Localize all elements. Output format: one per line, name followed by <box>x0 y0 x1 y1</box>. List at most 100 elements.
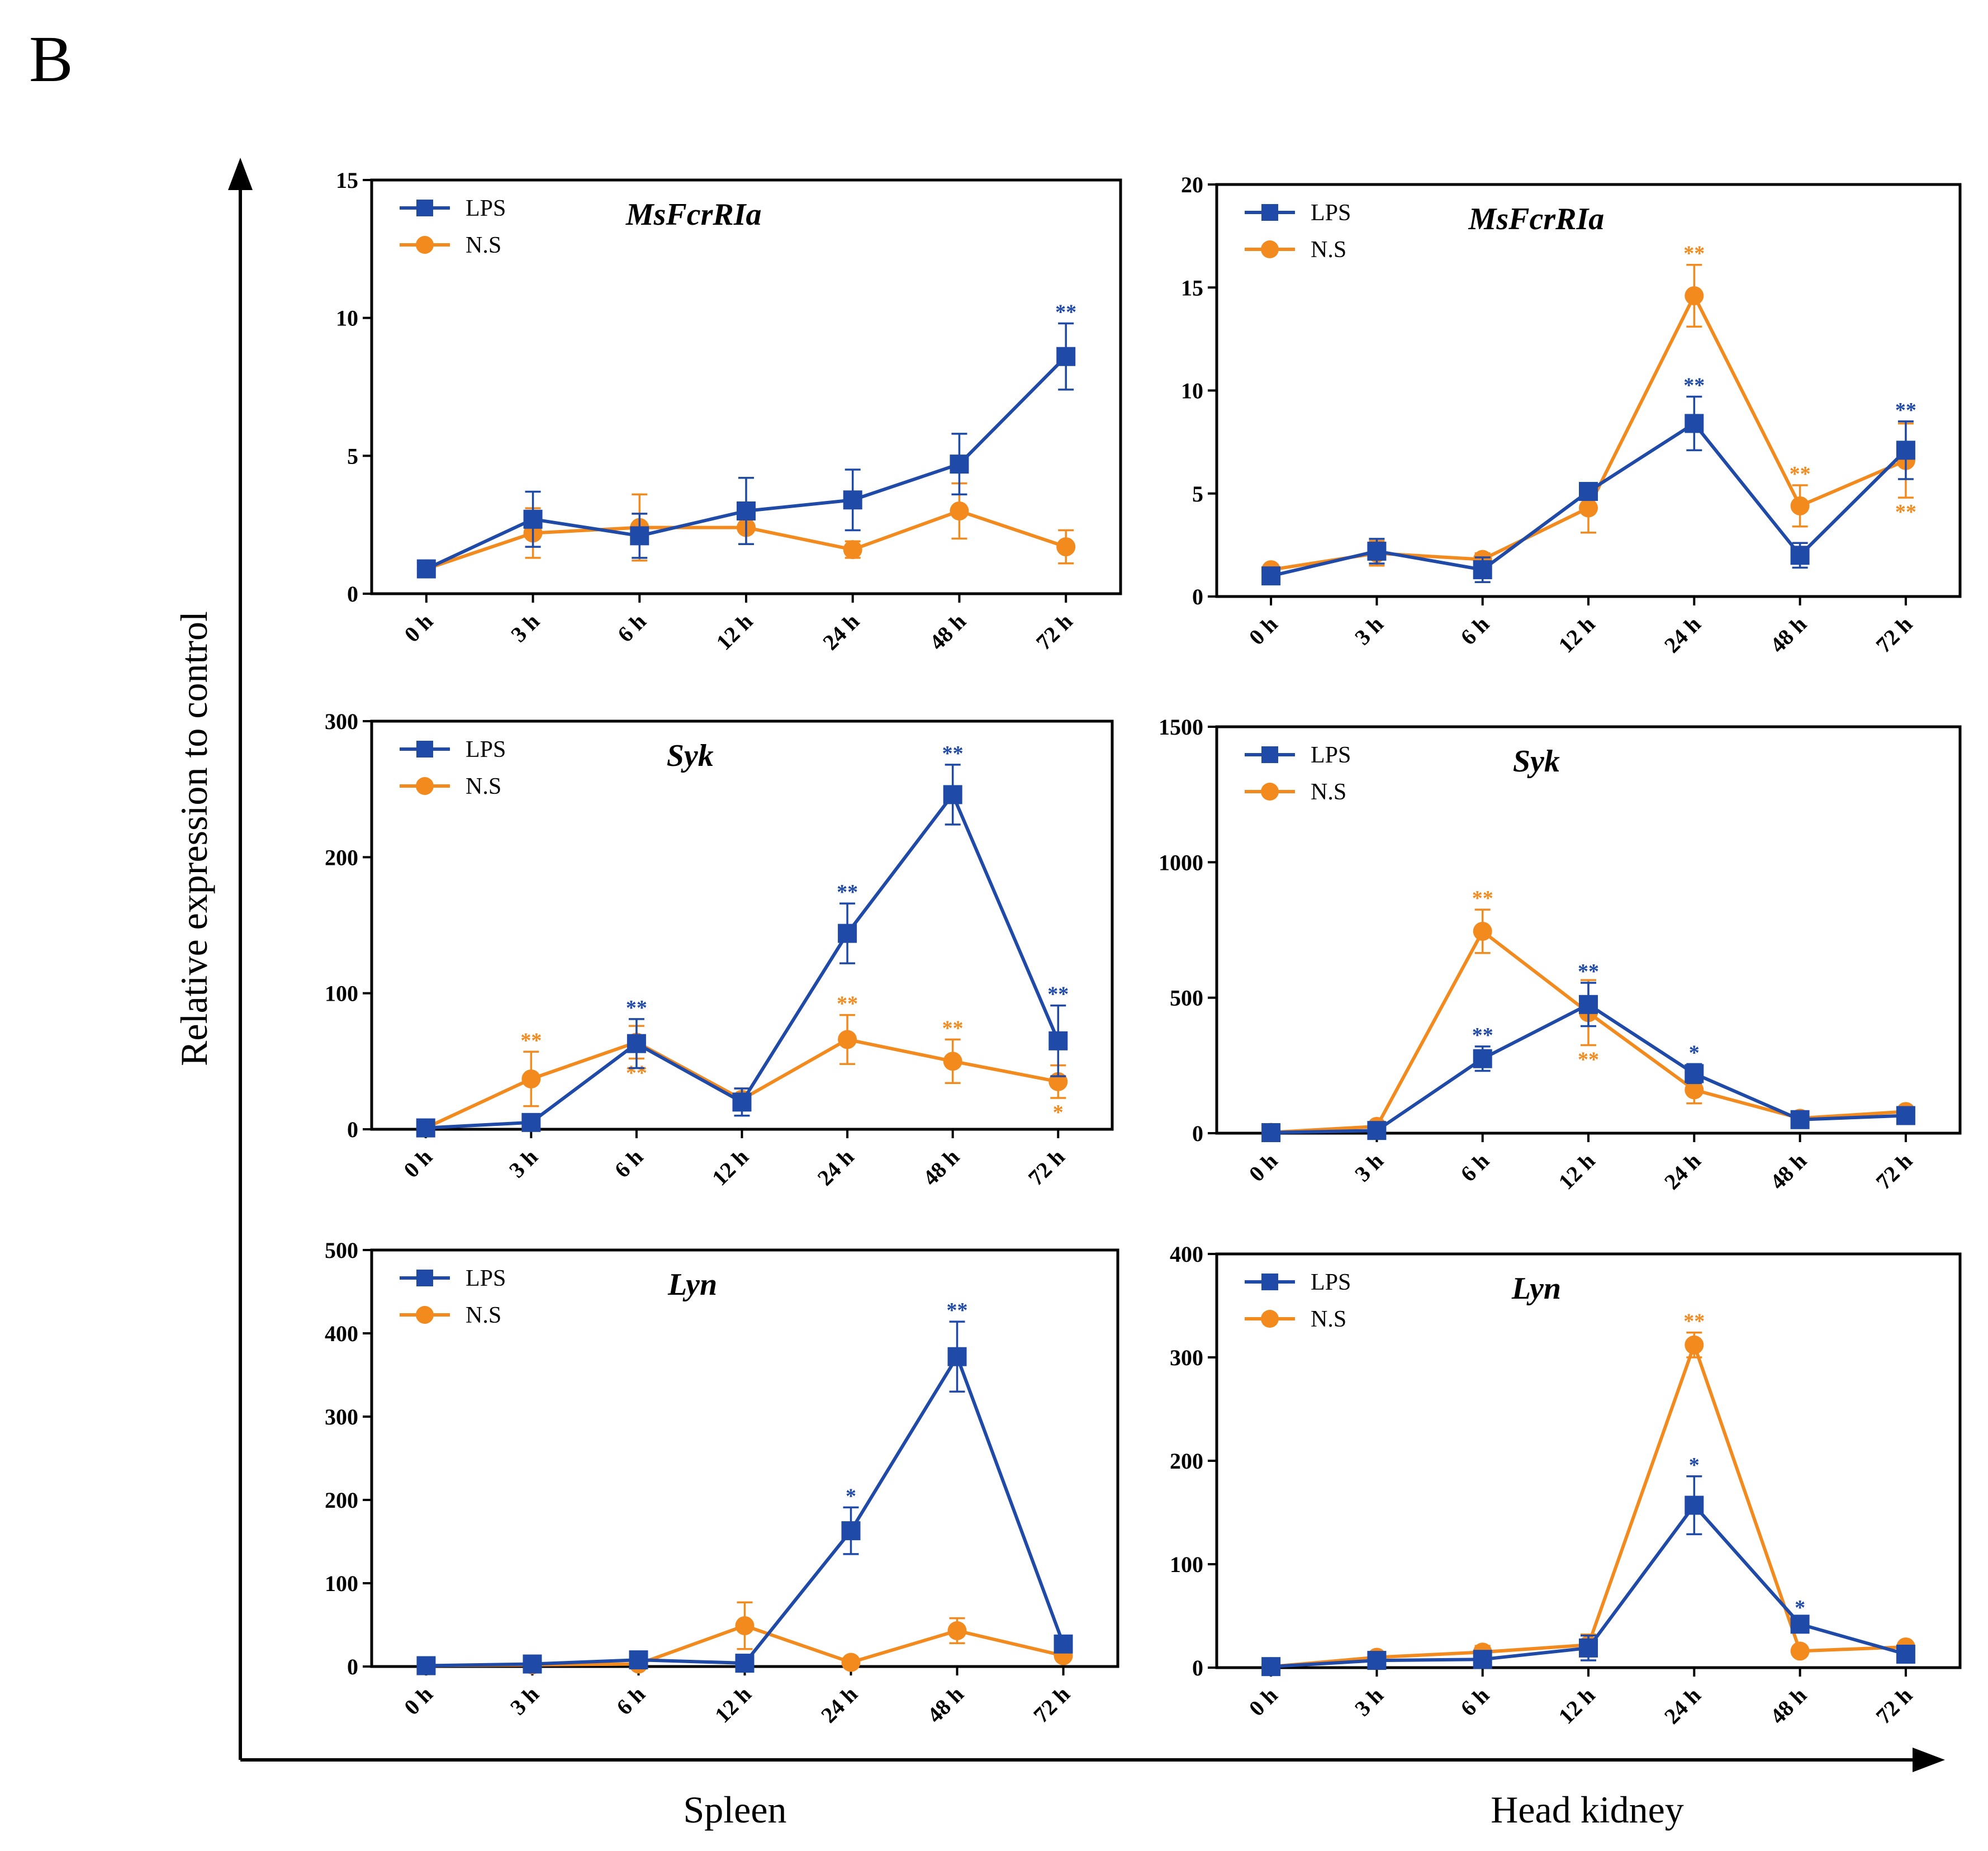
x-tick-label: 72 h <box>1871 1148 1917 1195</box>
y-tick-label: 15 <box>336 168 358 193</box>
x-tick-label: 6 h <box>611 1682 650 1720</box>
data-point-lps <box>630 526 649 546</box>
significance-mark: ** <box>1472 887 1493 910</box>
data-point-lps <box>1685 1495 1704 1515</box>
x-tick-label: 48 h <box>1765 1683 1811 1729</box>
legend-label: LPS <box>466 1266 506 1291</box>
x-tick-label: 12 h <box>1553 1148 1600 1195</box>
data-point-lps <box>523 1654 542 1674</box>
data-point-ns <box>843 540 862 560</box>
x-group-label-head-kidney: Head kidney <box>1491 1788 1684 1831</box>
y-axis-label: Relative expression to control <box>173 611 215 1066</box>
significance-mark: ** <box>942 742 964 765</box>
x-tick-label: 72 h <box>1028 1682 1075 1728</box>
data-point-lps <box>943 785 962 804</box>
data-point-lps <box>523 509 543 529</box>
significance-mark: ** <box>947 1299 968 1322</box>
legend-label: N.S <box>1311 779 1346 805</box>
y-tick-label: 300 <box>1170 1345 1203 1370</box>
legend-label: N.S <box>1311 237 1346 263</box>
x-tick-label: 6 h <box>613 609 651 647</box>
significance-mark: ** <box>520 1029 542 1052</box>
chart-panel-0: 0 5 10 15 0 h 3 h 6 h 12 h 24 h 48 h 72 h MsFcrRIa L… <box>336 168 1122 655</box>
data-point-lps <box>1367 1651 1387 1670</box>
data-point-lps <box>950 455 969 474</box>
data-point-lps <box>737 501 756 520</box>
data-point-ns <box>838 1030 857 1049</box>
data-point-ns <box>1579 498 1598 518</box>
significance-mark: ** <box>1683 374 1705 397</box>
x-tick-label: 0 h <box>399 1682 438 1720</box>
data-point-ns <box>1790 496 1810 515</box>
data-point-lps <box>1048 1031 1068 1050</box>
x-tick-label: 3 h <box>1350 1148 1388 1187</box>
data-point-lps <box>1261 1657 1281 1677</box>
data-point-ns <box>950 501 969 520</box>
chart-title: MsFcrRIa <box>1468 202 1605 236</box>
chart-panel-4: 0 100 200 300 400 500 0 h 3 h 6 h 12 h 24 h 48 h 72 … <box>325 1238 1119 1728</box>
data-point-lps <box>416 1656 436 1675</box>
y-tick-label: 500 <box>1170 986 1203 1011</box>
data-point-lps <box>416 559 436 579</box>
significance-mark: ** <box>1683 1310 1705 1333</box>
significance-mark: ** <box>1472 1024 1493 1047</box>
significance-mark: * <box>1689 1041 1700 1064</box>
y-tick-label: 0 <box>347 581 358 607</box>
y-tick-label: 200 <box>325 845 358 870</box>
x-tick-label: 24 h <box>818 609 864 655</box>
legend-label: N.S <box>466 1303 501 1328</box>
data-point-ns <box>1790 1641 1810 1661</box>
x-tick-label: 3 h <box>506 609 544 647</box>
x-tick-label: 3 h <box>1350 612 1388 650</box>
x-tick-label: 0 h <box>1244 1148 1283 1187</box>
x-tick-label: 12 h <box>710 1682 756 1728</box>
data-point-lps <box>1579 1638 1598 1658</box>
data-point-lps <box>1790 1110 1810 1129</box>
legend-label: N.S <box>466 774 501 799</box>
legend-label: N.S <box>466 233 501 258</box>
series-line-ns <box>1270 1343 1906 1669</box>
data-point-lps <box>1685 1064 1704 1083</box>
y-tick-label: 0 <box>1192 1121 1203 1146</box>
x-tick-label: 72 h <box>1023 1144 1070 1191</box>
x-tick-label: 3 h <box>505 1682 544 1720</box>
y-tick-label: 5 <box>347 443 358 468</box>
x-tick-label: 6 h <box>610 1144 648 1183</box>
x-tick-label: 0 h <box>398 1144 437 1183</box>
y-tick-label: 5 <box>1192 481 1203 506</box>
data-point-ns <box>1056 537 1076 557</box>
x-tick-label: 12 h <box>707 1144 753 1191</box>
significance-mark: ** <box>1683 242 1705 266</box>
outer-axes <box>228 158 1945 1772</box>
chart-panels: 0 5 10 15 0 h 3 h 6 h 12 h 24 h 48 h 72 h MsFcrRIa L… <box>325 168 1962 1729</box>
y-tick-label: 20 <box>1181 172 1203 197</box>
legend-marker-circle <box>416 777 434 795</box>
significance-mark: * <box>1053 1101 1064 1124</box>
data-point-ns <box>1473 921 1492 941</box>
y-tick-label: 1000 <box>1159 850 1203 875</box>
x-tick-label: 48 h <box>1765 1148 1811 1195</box>
significance-mark: ** <box>837 992 858 1016</box>
x-tick-label: 12 h <box>711 609 757 655</box>
legend-marker-square <box>1261 1274 1278 1290</box>
significance-mark: ** <box>1895 500 1916 524</box>
y-tick-label: 300 <box>325 1404 358 1429</box>
chart-panel-1: 0 5 10 15 20 0 h 3 h 6 h 12 h 24 h 48 h 72 h MsFcrRI… <box>1181 172 1962 657</box>
x-tick-label: 24 h <box>816 1682 862 1728</box>
data-point-ns <box>947 1621 967 1640</box>
significance-mark: ** <box>942 1016 964 1040</box>
y-tick-label: 10 <box>336 306 358 331</box>
significance-mark: ** <box>837 880 858 904</box>
significance-mark: ** <box>1578 960 1599 983</box>
data-point-ns <box>735 1616 755 1635</box>
data-point-lps <box>1367 541 1387 561</box>
chart-title: Syk <box>667 738 714 773</box>
chart-panel-3: 0 500 1000 1500 0 h 3 h 6 h 12 h 24 h 48 h 72 h Syk… <box>1159 714 1962 1195</box>
legend-label: LPS <box>1311 1270 1351 1295</box>
chart-panel-2: 0 100 200 300 0 h 3 h 6 h 12 h 24 h 48 h 72 h Syk LP… <box>325 709 1114 1191</box>
data-point-lps <box>1473 1049 1492 1068</box>
x-tick-label: 0 h <box>1244 612 1283 650</box>
y-tick-label: 0 <box>347 1654 358 1679</box>
y-tick-label: 1500 <box>1159 714 1203 740</box>
